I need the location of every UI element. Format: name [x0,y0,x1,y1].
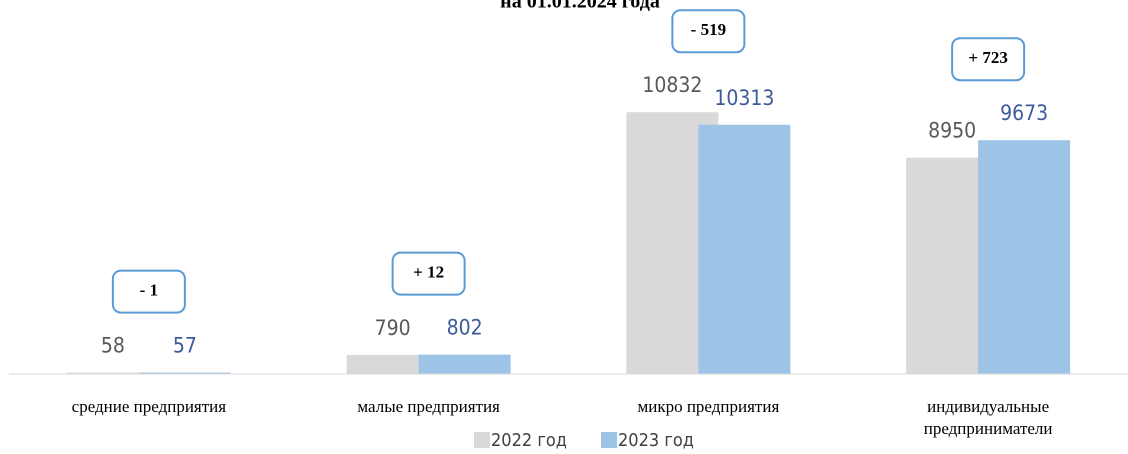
bar [66,372,159,374]
x-tick-label: микро предприятия [637,397,780,416]
annotation: - 519 [691,20,726,39]
value-label: 802 [447,316,483,340]
annotation-box [111,269,186,314]
value-label: 9673 [1000,101,1048,125]
legend-swatch [601,432,617,448]
bar [346,354,439,374]
annotation: - 1 [140,281,158,300]
bar [418,354,511,374]
value-label: 790 [375,316,411,340]
legend-label: 2023 год [618,430,694,451]
annotation-box [391,251,466,296]
x-tick-label: малые предприятия [357,397,500,416]
annotation-box [671,9,746,54]
bar [138,372,231,374]
bar [698,124,791,374]
value-label: 8950 [928,119,976,143]
x-tick-label: индивидуальные предприниматели [923,397,1053,438]
annotation-box [951,37,1026,82]
bar [978,140,1071,374]
annotation: + 12 [413,263,444,282]
value-label: 10313 [714,86,774,110]
legend-label: 2022 год [491,430,567,451]
annotation: + 723 [968,48,1007,67]
x-tick-label: средние предприятия [71,397,227,416]
value-label: 58 [101,334,125,358]
legend-swatch [474,432,490,448]
chart-title: на 01.01.2024 года [500,0,660,13]
value-label: 57 [173,334,197,358]
value-label: 10832 [642,73,702,97]
